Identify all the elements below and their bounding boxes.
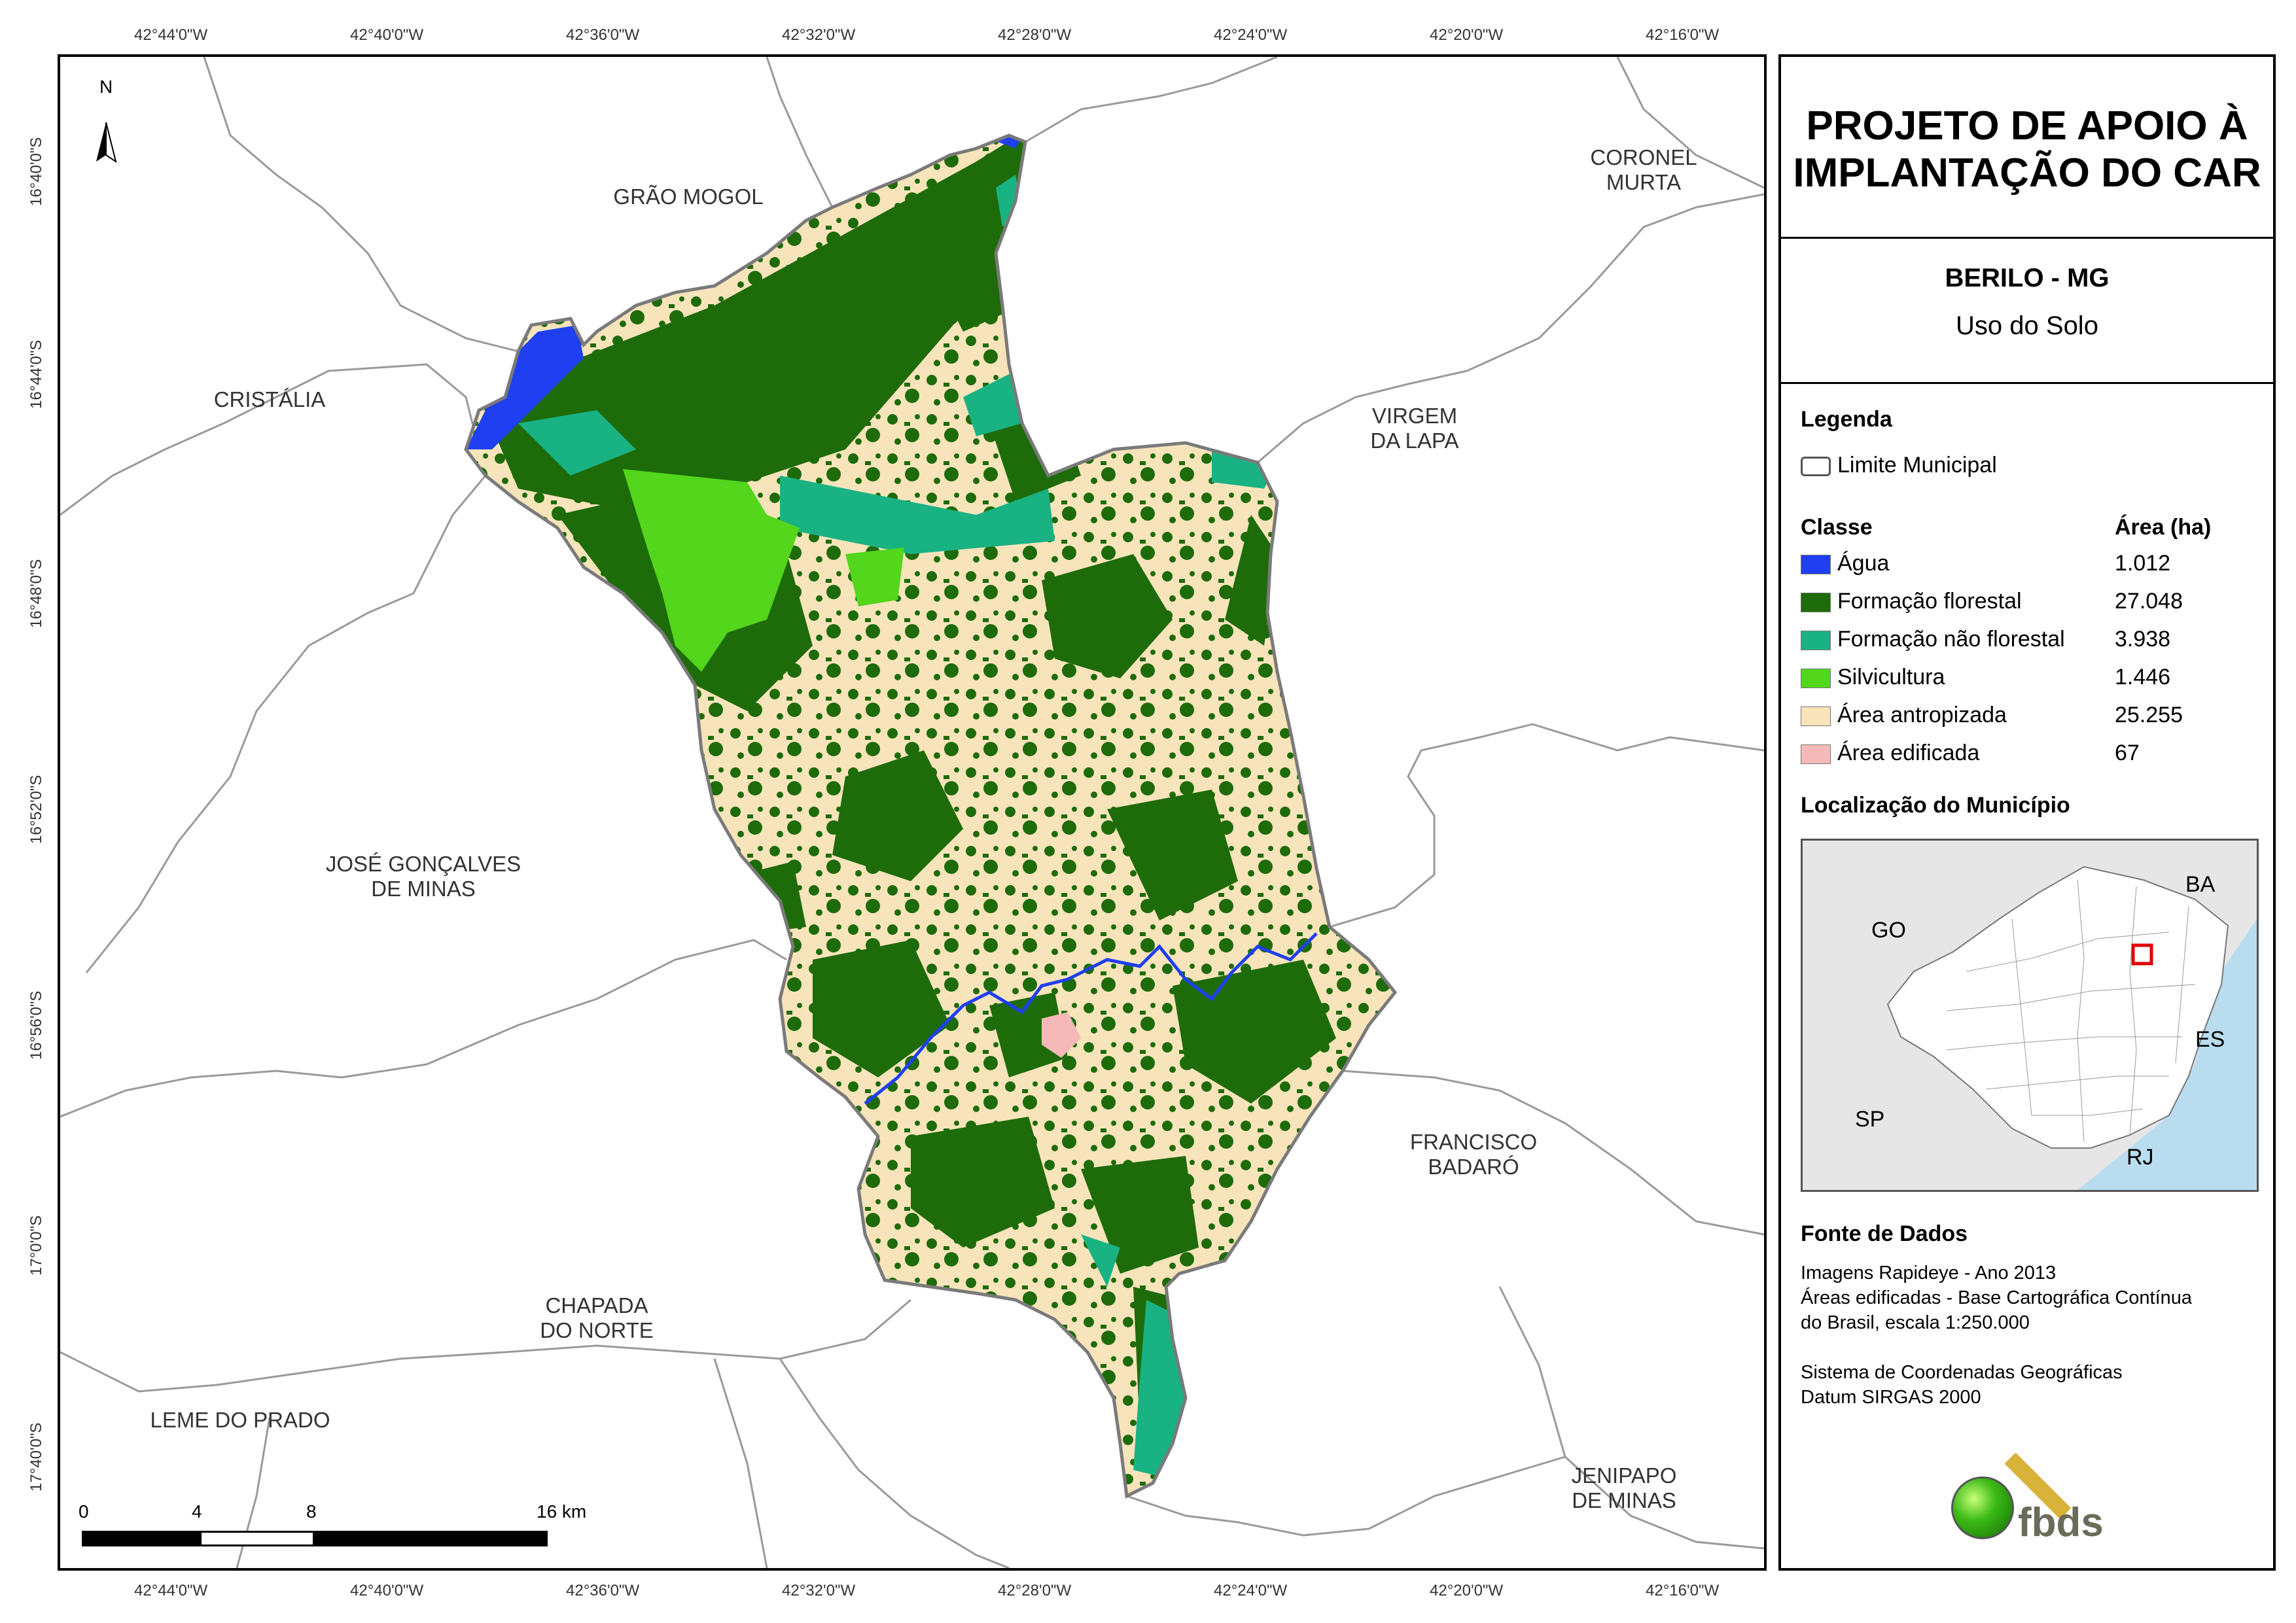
lon-label: 42°32'0"W	[782, 1582, 856, 1599]
map-theme: Uso do Solo	[1956, 311, 2098, 340]
scale-tick: 8	[306, 1501, 317, 1522]
lat-label: 16°48'0"S	[27, 559, 45, 628]
neighbor-label: VIRGEM DA LAPA	[1370, 404, 1459, 453]
location-heading: Localização do Município	[1801, 793, 2070, 818]
location-marker	[2131, 943, 2153, 966]
map-info-panel: PROJETO DE APOIO À IMPLANTAÇÃO DO CAR BE…	[1778, 54, 2276, 1571]
lon-label: 42°16'0"W	[1646, 1582, 1720, 1599]
project-title: PROJETO DE APOIO À IMPLANTAÇÃO DO CAR	[1793, 103, 2261, 196]
fbds-logo: fbds	[1945, 1437, 2115, 1548]
lon-label: 42°16'0"W	[1646, 26, 1720, 44]
lon-label: 42°44'0"W	[134, 1582, 208, 1599]
lon-label: 42°40'0"W	[350, 1582, 424, 1599]
class-swatch	[1801, 631, 1831, 650]
project-title-section: PROJETO DE APOIO À IMPLANTAÇÃO DO CAR	[1781, 57, 2273, 239]
lat-label: 17°0'0"S	[27, 1215, 45, 1276]
scale-tick: 4	[192, 1501, 202, 1522]
lon-label: 42°36'0"W	[566, 1582, 640, 1599]
class-heading: Classe	[1801, 515, 1873, 540]
neighbor-label: CRISTÁLIA	[213, 387, 326, 411]
class-swatch	[1801, 593, 1831, 612]
source-line: do Brasil, escala 1:250.000	[1801, 1312, 2030, 1333]
source-line: Datum SIRGAS 2000	[1801, 1387, 1981, 1408]
neighbor-label: JENIPAPO DE MINAS	[1571, 1463, 1677, 1512]
land-use-map[interactable]	[60, 57, 1764, 1568]
lon-label: 42°20'0"W	[1430, 26, 1504, 44]
inset-label: RJ	[2127, 1145, 2154, 1170]
class-swatch	[1801, 669, 1831, 688]
neighbor-label: LEME DO PRADO	[150, 1408, 330, 1432]
inset-label: SP	[1855, 1107, 1885, 1132]
lat-label: 17°40'0"S	[27, 1422, 45, 1492]
neighbor-label: GRÃO MOGOL	[613, 184, 764, 209]
area-heading: Área (ha)	[2115, 515, 2212, 540]
map-frame[interactable]: N GRÃO MOGOL CORONEL MURTA CRISTÁLIA VIRG…	[58, 54, 1767, 1571]
class-swatch	[1801, 744, 1831, 764]
source-line: Sistema de Coordenadas Geográficas	[1801, 1362, 2123, 1383]
neighbor-label: FRANCISCO BADARÓ	[1409, 1130, 1538, 1179]
north-arrow-icon	[96, 122, 117, 164]
lon-label: 42°44'0"W	[134, 26, 208, 44]
lon-label: 42°24'0"W	[1214, 1582, 1288, 1599]
lon-label: 42°20'0"W	[1430, 1582, 1504, 1599]
inset-svg	[1886, 865, 2257, 1190]
logo-sphere-icon	[1951, 1476, 2014, 1539]
lon-label: 42°28'0"W	[998, 26, 1072, 44]
neighbor-label: JOSÉ GONÇALVES DE MINAS	[325, 852, 521, 901]
lat-label: 16°40'0"S	[27, 137, 45, 206]
class-swatch	[1801, 707, 1831, 726]
municipality-boundary	[464, 133, 1398, 1499]
neighbor-label: CHAPADA DO NORTE	[540, 1293, 654, 1342]
lat-label: 16°44'0"S	[27, 340, 45, 409]
neighbor-boundaries	[60, 57, 1764, 1568]
inset-label: ES	[2195, 1027, 2225, 1052]
lon-label: 42°40'0"W	[350, 26, 424, 44]
neighbor-label: CORONEL MURTA	[1590, 145, 1697, 194]
lon-label: 42°32'0"W	[782, 26, 856, 44]
inset-label: GO	[1871, 918, 1906, 943]
inset-label: BA	[2185, 872, 2216, 897]
lat-label: 16°52'0"S	[27, 775, 45, 844]
class-swatch	[1801, 555, 1831, 574]
north-label: N	[99, 77, 113, 97]
legend-heading: Legenda	[1801, 407, 1892, 432]
scale-tick: 0	[79, 1501, 89, 1522]
sources-heading: Fonte de Dados	[1801, 1221, 1968, 1246]
lon-label: 42°36'0"W	[566, 26, 640, 44]
boundary-swatch	[1801, 457, 1831, 476]
municipality-section: BERILO - MG Uso do Solo	[1781, 239, 2273, 384]
municipality-name: BERILO - MG	[1945, 264, 2110, 292]
lon-label: 42°24'0"W	[1214, 26, 1288, 44]
lat-label: 16°56'0"S	[27, 990, 45, 1060]
lon-label: 42°28'0"W	[998, 1582, 1072, 1599]
source-line: Áreas edificadas - Base Cartográfica Con…	[1801, 1287, 2193, 1308]
scale-tick: 16 km	[537, 1501, 587, 1522]
location-inset-map[interactable]: BA GO ES SP RJ	[1801, 839, 2259, 1192]
source-line: Imagens Rapideye - Ano 2013	[1801, 1263, 2057, 1283]
